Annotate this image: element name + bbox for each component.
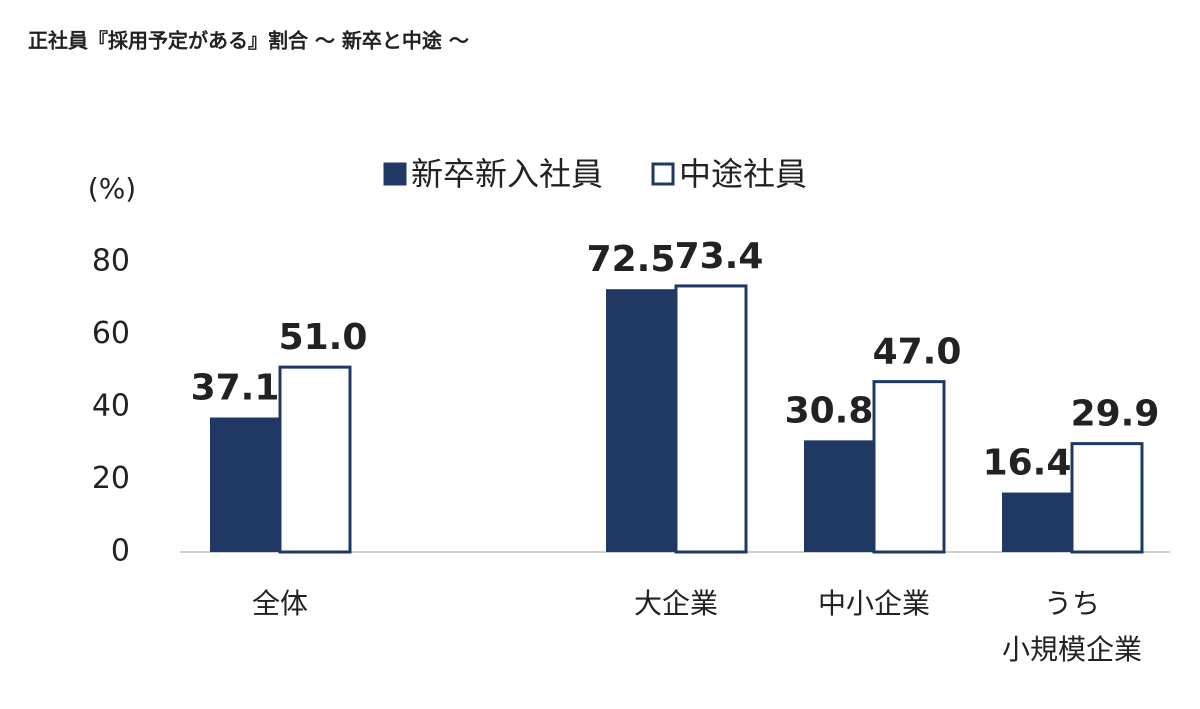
value-label: 51.0 — [279, 317, 368, 358]
value-label: 73.4 — [675, 236, 764, 277]
value-label: 30.8 — [785, 390, 874, 431]
bar — [1002, 492, 1072, 552]
x-tick-label: 中小企業 — [818, 587, 930, 620]
y-tick-label: 60 — [92, 316, 130, 351]
legend-label: 新卒新入社員 — [411, 155, 603, 193]
bar — [674, 284, 748, 554]
x-tick-label: 全体 — [252, 587, 308, 620]
bar — [804, 440, 874, 552]
legend-swatch — [651, 162, 675, 186]
y-tick-label: 0 — [111, 534, 130, 569]
bar — [210, 417, 280, 552]
y-tick-label: 20 — [92, 461, 130, 496]
y-unit: (%) — [88, 172, 136, 205]
value-label: 72.5 — [587, 239, 676, 280]
x-tick-label: うち小規模企業 — [1002, 587, 1142, 666]
value-label: 29.9 — [1071, 394, 1160, 435]
bar — [1070, 442, 1144, 554]
legend-label: 中途社員 — [679, 155, 807, 193]
value-label: 47.0 — [873, 332, 962, 373]
value-label: 37.1 — [191, 368, 280, 409]
chart-title: 正社員『採用予定がある』割合 〜 新卒と中途 〜 — [28, 29, 469, 53]
bar — [278, 365, 352, 554]
bar — [606, 289, 676, 552]
legend-swatch — [383, 162, 407, 186]
x-tick-label: 大企業 — [634, 587, 718, 620]
y-tick-label: 40 — [92, 389, 130, 424]
y-tick-label: 80 — [92, 244, 130, 279]
bar — [872, 380, 946, 554]
value-label: 16.4 — [983, 443, 1072, 484]
